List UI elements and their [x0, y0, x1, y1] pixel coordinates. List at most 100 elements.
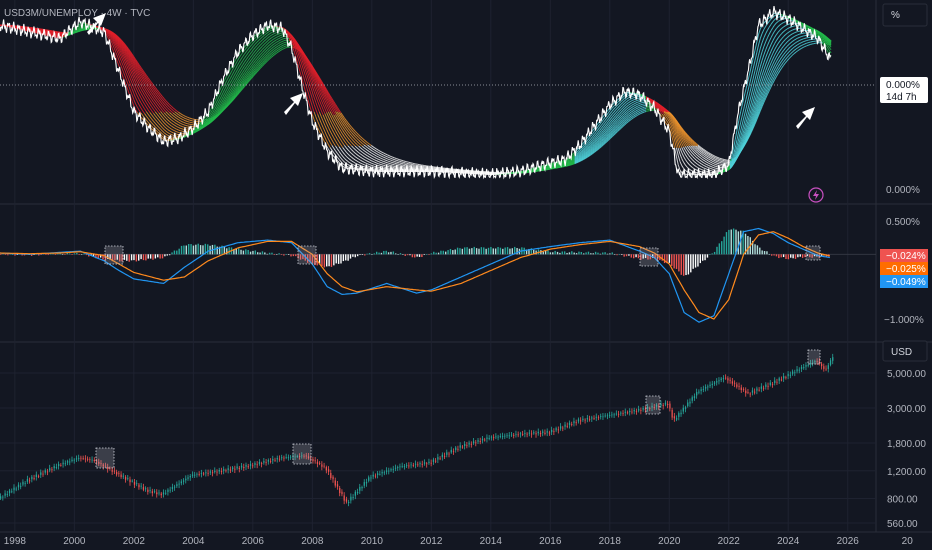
- ma-ribbon-segment: [768, 44, 772, 49]
- ma-ribbon-segment: [774, 46, 777, 50]
- ma-ribbon-segment: [599, 136, 602, 140]
- ma-ribbon-segment: [247, 61, 251, 65]
- ma-ribbon-segment: [335, 150, 338, 154]
- ma-ribbon-segment: [711, 164, 715, 167]
- ma-ribbon-segment: [119, 47, 122, 52]
- ma-ribbon-segment: [311, 71, 315, 77]
- ma-ribbon-segment: [604, 117, 608, 121]
- ma-ribbon-segment: [244, 55, 247, 59]
- ma-ribbon-segment: [169, 127, 172, 130]
- ma-ribbon-segment: [136, 101, 140, 106]
- ma-ribbon-segment: [240, 71, 244, 76]
- ma-ribbon-segment: [576, 156, 579, 159]
- ma-ribbon-segment: [574, 158, 577, 161]
- ma-ribbon-segment: [677, 148, 681, 155]
- ma-ribbon-segment: [106, 31, 110, 35]
- ma-ribbon-segment: [156, 131, 160, 134]
- ma-ribbon-segment: [675, 136, 679, 143]
- ma-ribbon-segment: [311, 77, 315, 83]
- ma-ribbon-segment: [754, 52, 758, 61]
- ma-ribbon-segment: [759, 33, 763, 39]
- ma-ribbon-segment: [567, 160, 570, 163]
- ma-ribbon-segment: [344, 149, 347, 153]
- ma-ribbon-segment: [235, 69, 238, 74]
- ma-ribbon-segment: [272, 37, 276, 40]
- ma-ribbon-segment: [158, 116, 162, 119]
- ma-ribbon-segment: [736, 130, 740, 140]
- ma-ribbon-segment: [326, 140, 329, 145]
- ma-ribbon-segment: [585, 148, 588, 151]
- ma-ribbon-segment: [747, 123, 751, 130]
- ma-ribbon-segment: [220, 102, 224, 107]
- ma-ribbon-segment: [142, 88, 145, 92]
- ma-ribbon-segment: [122, 54, 126, 59]
- ma-ribbon-segment: [344, 140, 347, 144]
- ma-ribbon-segment: [226, 95, 229, 100]
- ma-ribbon-segment: [686, 157, 690, 161]
- ma-ribbon-segment: [128, 62, 131, 67]
- ma-ribbon-segment: [775, 26, 779, 29]
- ma-ribbon-segment: [590, 144, 593, 148]
- ma-ribbon-segment: [254, 41, 258, 45]
- ma-ribbon-segment: [302, 57, 306, 62]
- ma-ribbon-segment: [244, 47, 247, 51]
- ma-ribbon-segment: [306, 70, 310, 76]
- ma-ribbon-segment: [120, 53, 124, 58]
- ma-ribbon-segment: [693, 157, 697, 161]
- ma-ribbon-segment: [340, 157, 344, 161]
- ma-ribbon-segment: [774, 22, 777, 26]
- ma-ribbon-segment: [338, 146, 342, 150]
- ma-ribbon-segment: [754, 72, 758, 81]
- ma-ribbon-segment: [271, 33, 274, 36]
- ma-ribbon-segment: [126, 86, 129, 92]
- ma-ribbon-segment: [638, 104, 641, 107]
- ma-ribbon-segment: [765, 52, 768, 58]
- ma-ribbon-segment: [245, 52, 249, 56]
- ma-ribbon-segment: [360, 159, 363, 162]
- ma-ribbon-segment: [220, 92, 224, 97]
- ma-ribbon-segment: [606, 112, 609, 116]
- ma-ribbon-segment: [688, 151, 692, 155]
- ma-ribbon-segment: [217, 99, 220, 104]
- ma-ribbon-segment: [772, 24, 775, 28]
- ma-ribbon-segment: [217, 110, 220, 114]
- ma-ribbon-segment: [336, 156, 340, 160]
- ma-ribbon-segment: [626, 100, 629, 103]
- ma-ribbon-segment: [811, 29, 814, 31]
- ma-ribbon-segment: [770, 27, 774, 32]
- ma-ribbon-segment: [288, 32, 292, 36]
- ma-ribbon-segment: [749, 102, 752, 110]
- ma-ribbon-segment: [756, 87, 759, 95]
- ma-ribbon-segment: [684, 143, 688, 147]
- ma-ribbon-segment: [827, 48, 831, 52]
- ma-ribbon-segment: [113, 44, 117, 49]
- ma-ribbon-segment: [624, 108, 627, 112]
- ma-ribbon-segment: [171, 122, 174, 125]
- ma-ribbon-segment: [271, 36, 274, 39]
- ma-ribbon-segment: [679, 138, 683, 144]
- ma-ribbon-segment: [320, 92, 324, 97]
- ma-ribbon-segment: [620, 104, 624, 108]
- ma-ribbon-segment: [576, 155, 579, 158]
- ma-ribbon-segment: [609, 107, 613, 111]
- ma-ribbon-segment: [245, 49, 249, 52]
- ma-ribbon-segment: [269, 34, 272, 37]
- ma-ribbon-segment: [772, 19, 775, 23]
- ma-ribbon-segment: [306, 66, 310, 72]
- ma-ribbon-segment: [244, 72, 247, 76]
- ma-ribbon-segment: [592, 134, 595, 138]
- ma-ribbon-segment: [362, 160, 365, 163]
- ma-ribbon-segment: [302, 60, 306, 66]
- ma-ribbon-segment: [295, 52, 299, 59]
- ma-ribbon-segment: [254, 51, 258, 55]
- ma-ribbon-segment: [672, 134, 676, 141]
- ma-ribbon-segment: [588, 135, 592, 139]
- ma-ribbon-segment: [140, 102, 144, 107]
- ma-ribbon-segment: [788, 30, 791, 33]
- ma-ribbon-segment: [586, 138, 590, 142]
- ma-ribbon-segment: [745, 115, 749, 123]
- ma-ribbon-segment: [156, 106, 160, 110]
- ma-ribbon-segment: [766, 33, 770, 38]
- ma-ribbon-segment: [354, 152, 358, 155]
- ma-ribbon-segment: [222, 84, 226, 89]
